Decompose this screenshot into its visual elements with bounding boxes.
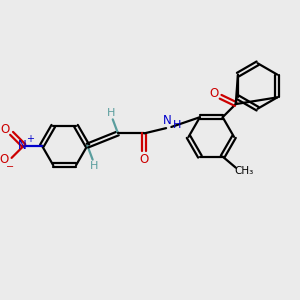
Text: N: N	[163, 114, 172, 127]
Text: O: O	[0, 153, 8, 166]
Text: −: −	[5, 162, 14, 172]
Text: H: H	[173, 120, 182, 130]
Text: +: +	[26, 134, 34, 144]
Text: H: H	[90, 161, 98, 171]
Text: O: O	[1, 123, 10, 136]
Text: N: N	[18, 139, 27, 152]
Text: H: H	[107, 108, 116, 118]
Text: O: O	[209, 87, 218, 101]
Text: CH₃: CH₃	[234, 166, 254, 176]
Text: O: O	[140, 153, 149, 166]
